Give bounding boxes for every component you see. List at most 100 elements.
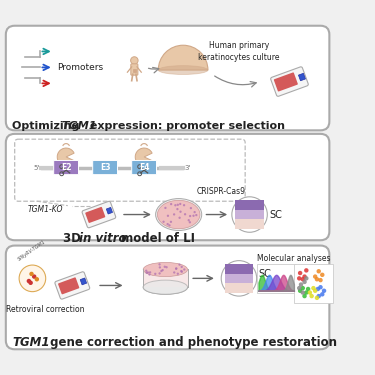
Circle shape [184,213,186,215]
Circle shape [304,268,309,273]
Circle shape [190,207,192,209]
Text: Optimizing: Optimizing [12,121,83,130]
Bar [133,69,136,72]
Circle shape [308,290,312,295]
Circle shape [315,296,319,300]
Bar [236,219,264,229]
Circle shape [316,294,321,298]
Circle shape [300,286,305,290]
Circle shape [313,274,317,279]
Circle shape [162,269,164,271]
Text: SINyRV-TGM1: SINyRV-TGM1 [18,239,47,262]
Bar [298,73,306,81]
Circle shape [298,271,302,275]
FancyBboxPatch shape [6,26,329,130]
Circle shape [148,273,151,276]
Circle shape [300,277,305,282]
Circle shape [162,220,165,223]
Circle shape [302,274,307,279]
Text: Human primary
keratinocytes culture: Human primary keratinocytes culture [198,41,280,62]
Text: Retroviral correction: Retroviral correction [6,305,85,314]
Circle shape [145,270,147,272]
Text: model of LI: model of LI [117,232,195,245]
Circle shape [175,267,177,270]
Text: expression: promoter selection: expression: promoter selection [87,121,285,130]
Bar [225,274,253,283]
Circle shape [164,266,166,268]
Text: SC: SC [258,269,272,279]
Bar [80,278,87,285]
Text: E2: E2 [61,163,71,172]
Circle shape [318,285,323,290]
Text: TGM1-KO: TGM1-KO [28,205,63,214]
Circle shape [168,224,171,226]
Circle shape [28,280,33,285]
Circle shape [188,219,190,221]
Circle shape [311,286,316,290]
Ellipse shape [143,262,188,277]
FancyBboxPatch shape [131,64,138,75]
Circle shape [221,261,256,296]
Ellipse shape [156,199,202,231]
Text: in vitro: in vitro [80,232,127,245]
Circle shape [181,270,183,273]
Text: TGM1: TGM1 [12,336,50,349]
Circle shape [315,277,319,282]
Bar [225,264,253,274]
Circle shape [173,213,175,216]
Text: TGM1: TGM1 [62,121,97,130]
Wedge shape [158,45,208,70]
Ellipse shape [158,66,208,75]
Circle shape [178,264,181,266]
Bar [236,200,264,210]
Bar [143,270,188,287]
Circle shape [158,263,161,266]
Circle shape [173,272,176,274]
Bar [294,264,333,303]
Circle shape [27,279,31,283]
Circle shape [192,214,195,217]
Circle shape [306,287,310,291]
Text: 3': 3' [185,165,191,171]
Text: 3D: 3D [63,232,86,245]
Circle shape [170,220,172,223]
Circle shape [179,203,182,205]
Circle shape [304,276,309,280]
Circle shape [177,273,179,275]
Circle shape [32,274,36,279]
Circle shape [147,271,149,274]
Circle shape [159,266,161,268]
Text: E3: E3 [100,163,110,172]
FancyBboxPatch shape [55,272,90,299]
Circle shape [318,278,323,282]
Circle shape [154,273,156,275]
Circle shape [195,214,198,216]
Circle shape [183,268,186,271]
FancyBboxPatch shape [93,160,117,175]
Circle shape [300,290,305,295]
Circle shape [309,294,314,298]
Text: CRISPR-Cas9: CRISPR-Cas9 [196,187,245,196]
Circle shape [316,269,321,273]
Text: SC: SC [269,210,282,219]
Text: E4: E4 [139,163,149,172]
Circle shape [165,266,168,268]
Circle shape [183,204,185,206]
Circle shape [146,272,148,274]
Text: gene correction and phenotype restoration: gene correction and phenotype restoratio… [46,336,337,349]
Circle shape [159,272,161,274]
Circle shape [19,265,46,292]
FancyBboxPatch shape [58,278,79,294]
Ellipse shape [143,280,188,294]
FancyBboxPatch shape [6,246,329,349]
Ellipse shape [143,280,188,294]
Circle shape [194,211,196,213]
Circle shape [298,288,302,293]
Circle shape [29,272,34,276]
Circle shape [149,271,151,273]
Circle shape [174,204,177,206]
FancyBboxPatch shape [274,72,298,92]
Circle shape [189,215,191,217]
Circle shape [164,207,166,209]
Circle shape [320,273,324,277]
